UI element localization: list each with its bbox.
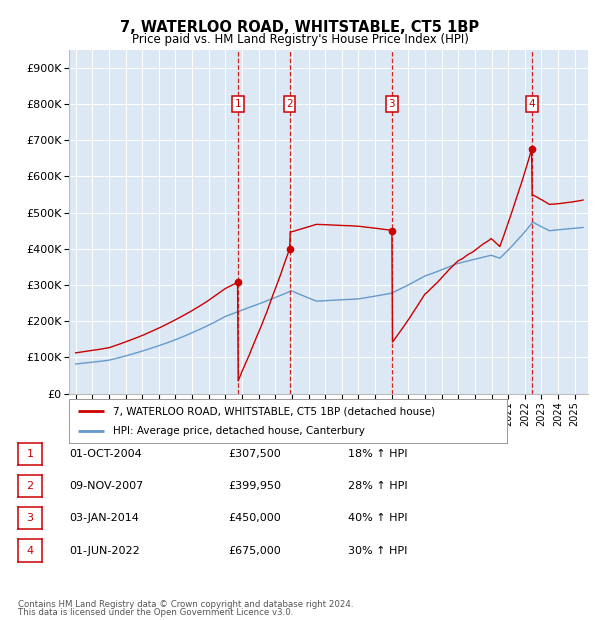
Text: 3: 3 [26, 513, 34, 523]
Text: 3: 3 [389, 99, 395, 109]
Text: Contains HM Land Registry data © Crown copyright and database right 2024.: Contains HM Land Registry data © Crown c… [18, 600, 353, 609]
Text: 30% ↑ HPI: 30% ↑ HPI [348, 546, 407, 556]
Text: Price paid vs. HM Land Registry's House Price Index (HPI): Price paid vs. HM Land Registry's House … [131, 33, 469, 46]
Text: 28% ↑ HPI: 28% ↑ HPI [348, 481, 407, 491]
Text: 18% ↑ HPI: 18% ↑ HPI [348, 449, 407, 459]
Text: 2: 2 [26, 481, 34, 491]
Text: £307,500: £307,500 [228, 449, 281, 459]
Text: 03-JAN-2014: 03-JAN-2014 [69, 513, 139, 523]
Text: £675,000: £675,000 [228, 546, 281, 556]
Text: 7, WATERLOO ROAD, WHITSTABLE, CT5 1BP (detached house): 7, WATERLOO ROAD, WHITSTABLE, CT5 1BP (d… [113, 406, 435, 416]
Text: HPI: Average price, detached house, Canterbury: HPI: Average price, detached house, Cant… [113, 426, 365, 436]
Text: 1: 1 [26, 449, 34, 459]
Text: 4: 4 [26, 546, 34, 556]
Text: 09-NOV-2007: 09-NOV-2007 [69, 481, 143, 491]
Text: This data is licensed under the Open Government Licence v3.0.: This data is licensed under the Open Gov… [18, 608, 293, 617]
Text: 40% ↑ HPI: 40% ↑ HPI [348, 513, 407, 523]
Text: 1: 1 [235, 99, 241, 109]
Text: 4: 4 [529, 99, 535, 109]
Text: 01-OCT-2004: 01-OCT-2004 [69, 449, 142, 459]
Text: £399,950: £399,950 [228, 481, 281, 491]
Text: £450,000: £450,000 [228, 513, 281, 523]
Text: 7, WATERLOO ROAD, WHITSTABLE, CT5 1BP: 7, WATERLOO ROAD, WHITSTABLE, CT5 1BP [121, 20, 479, 35]
Text: 01-JUN-2022: 01-JUN-2022 [69, 546, 140, 556]
Text: 2: 2 [286, 99, 293, 109]
